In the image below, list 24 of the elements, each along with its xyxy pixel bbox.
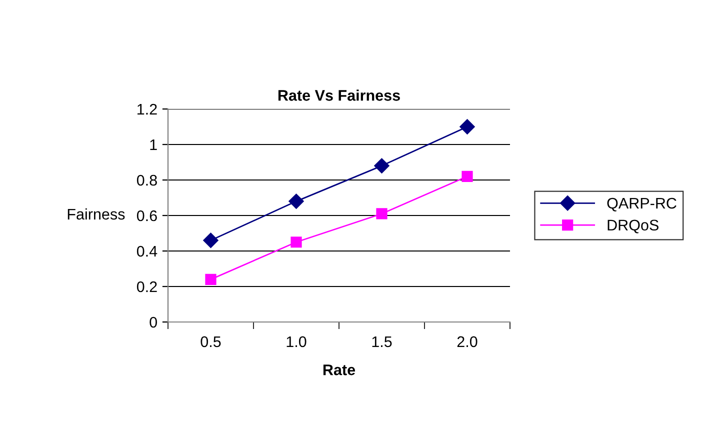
y-tick-label: 0.2 <box>136 281 157 292</box>
x-tick-label: 1.0 <box>286 336 306 348</box>
point <box>460 119 475 134</box>
chart-title: Rate Vs Fairness <box>278 90 400 101</box>
point <box>462 170 473 182</box>
legend-label: QARP-RC <box>607 198 676 212</box>
y-tick-label: 0.6 <box>136 210 157 222</box>
y-axis-title: Fairness <box>68 208 125 220</box>
x-axis-title: Rate <box>323 364 356 376</box>
x-tick-label: 0.5 <box>200 336 221 348</box>
y-tick-label: 0 <box>150 316 157 328</box>
point <box>203 232 218 248</box>
y-tick-label: 0.8 <box>136 174 157 186</box>
legend-label: DRQoS <box>608 220 658 234</box>
point <box>205 274 216 285</box>
point <box>374 158 390 174</box>
x-tick-label: 2.0 <box>457 336 478 348</box>
point <box>288 194 304 209</box>
y-tick-label: 1.2 <box>138 104 157 115</box>
point <box>290 236 302 248</box>
x-tick-label: 1.5 <box>372 336 392 348</box>
y-tick-label: 0.4 <box>136 246 158 257</box>
y-tick-label: 1 <box>150 140 157 150</box>
point <box>376 208 388 220</box>
